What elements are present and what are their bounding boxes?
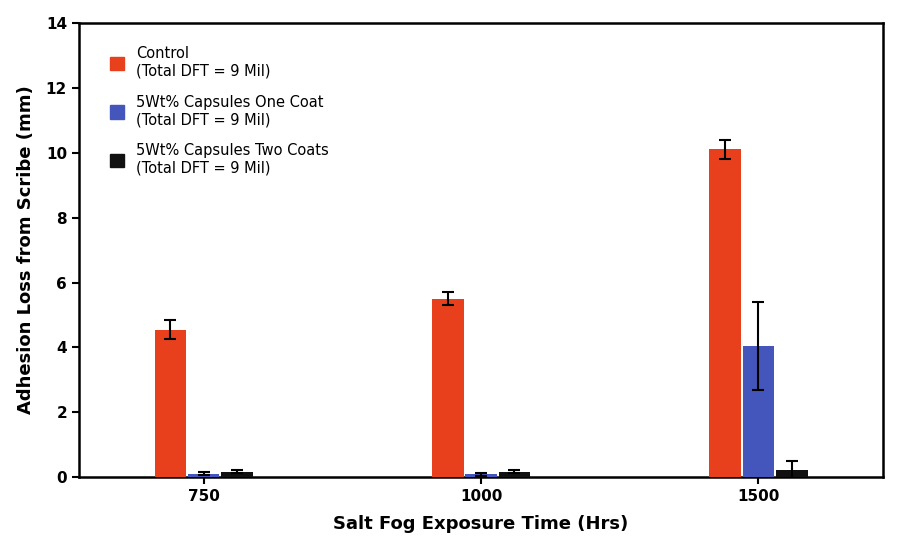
X-axis label: Salt Fog Exposure Time (Hrs): Salt Fog Exposure Time (Hrs) bbox=[334, 515, 629, 534]
Y-axis label: Adhesion Loss from Scribe (mm): Adhesion Loss from Scribe (mm) bbox=[17, 86, 35, 414]
Bar bbox=[776, 470, 807, 477]
Bar bbox=[709, 150, 741, 477]
Bar bbox=[465, 474, 497, 477]
Bar bbox=[742, 346, 774, 477]
Bar bbox=[155, 329, 186, 477]
Bar bbox=[432, 299, 464, 477]
Bar bbox=[499, 471, 530, 477]
Bar bbox=[188, 474, 220, 477]
Legend: Control
(Total DFT = 9 Mil), 5Wt% Capsules One Coat
(Total DFT = 9 Mil), 5Wt% Ca: Control (Total DFT = 9 Mil), 5Wt% Capsul… bbox=[103, 39, 336, 183]
Bar bbox=[221, 471, 253, 477]
